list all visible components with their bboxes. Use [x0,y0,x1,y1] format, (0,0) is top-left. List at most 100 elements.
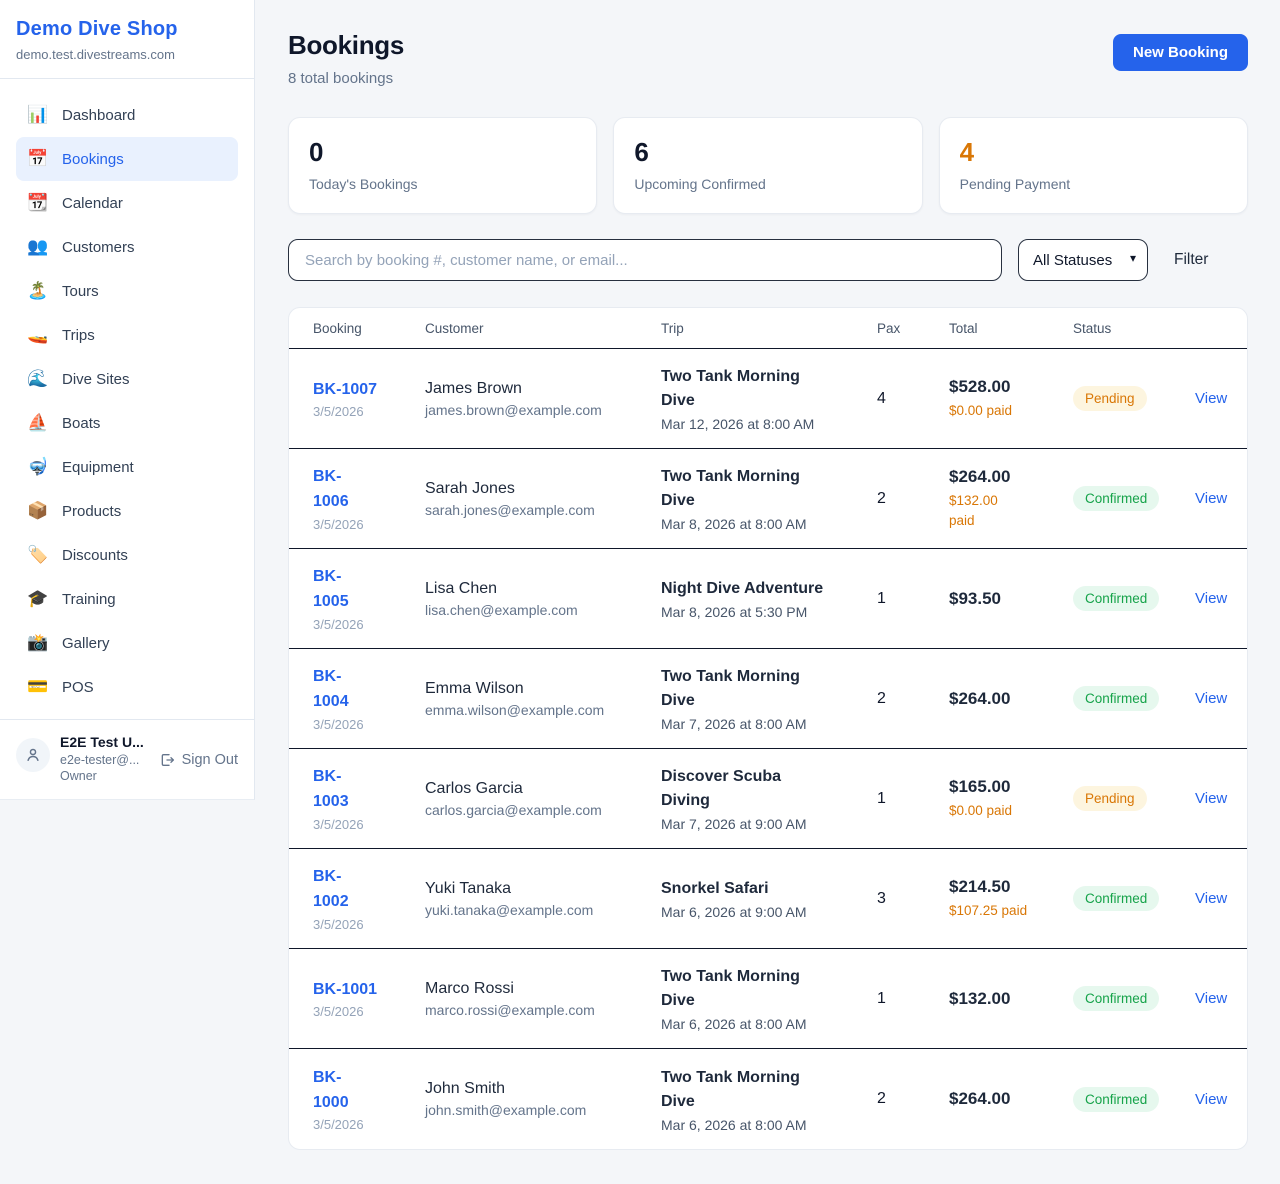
paid-amount: $107.25 paid [949,902,1028,918]
sidebar-item-boats[interactable]: ⛵ Boats [16,401,238,445]
total-cell: $132.00 [949,989,1073,1009]
page-header: Bookings 8 total bookings New Booking [288,30,1248,87]
booking-cell: BK- 1005 3/5/2026 [313,565,425,632]
sidebar-item-label: Dive Sites [62,370,130,388]
main-content: Bookings 8 total bookings New Booking 0 … [255,0,1280,1184]
sidebar-item-pos[interactable]: 💳 POS [16,665,238,709]
sidebar-item-label: Equipment [62,458,134,476]
trip-cell: Night Dive Adventure Mar 8, 2026 at 5:30… [661,577,877,620]
trip-name: Two Tank Morning Dive [661,968,800,1009]
sign-out-button[interactable]: Sign Out [159,752,238,768]
view-link[interactable]: View [1195,990,1228,1007]
sidebar-item-training[interactable]: 🎓 Training [16,577,238,621]
trip-name: Snorkel Safari [661,880,769,897]
col-header-customer: Customer [425,320,484,336]
table-row: BK- 1002 3/5/2026 Yuki Tanaka yuki.tanaka… [289,849,1247,949]
total-cell: $264.00 [949,689,1073,709]
view-link[interactable]: View [1195,790,1228,807]
user-email: e2e-tester@... [60,753,140,767]
total-amount: $264.00 [949,1089,1011,1108]
customer-name: Carlos Garcia [425,779,523,797]
search-input[interactable] [288,239,1002,281]
trip-datetime: Mar 7, 2026 at 8:00 AM [661,716,807,732]
view-link[interactable]: View [1195,390,1228,407]
sidebar-item-products[interactable]: 📦 Products [16,489,238,533]
booking-number-link[interactable]: BK-1001 [313,980,378,998]
user-meta: E2E Test U... e2e-tester@... Owner [60,734,149,783]
view-link[interactable]: View [1195,1090,1228,1108]
stat-card: 4 Pending Payment [938,117,1248,214]
customer-name: John Smith [425,1080,506,1097]
booking-number-link[interactable]: BK- 1006 [313,468,349,510]
view-link[interactable]: View [1195,490,1228,507]
booking-number-link[interactable]: BK-1007 [313,380,378,398]
customer-name: Yuki Tanaka [425,879,511,897]
filter-row: All Statuses ▾ Filter [288,239,1248,281]
status-badge: Pending [1073,386,1147,411]
booking-number-link[interactable]: BK- 1004 [313,668,349,710]
trip-datetime: Mar 12, 2026 at 8:00 AM [661,416,815,432]
booking-number-link[interactable]: BK- 1005 [313,568,349,610]
view-link[interactable]: View [1195,890,1228,907]
status-cell: Pending [1073,786,1195,811]
trip-name: Two Tank Morning Dive [661,668,800,709]
customer-cell: James Brown james.brown@example.com [425,380,661,418]
customer-cell: John Smith john.smith@example.com [425,1080,661,1118]
sidebar-item-label: Discounts [62,546,128,564]
sidebar-item-label: Calendar [62,194,123,212]
stat-label: Today's Bookings [309,176,418,192]
sidebar-item-dashboard[interactable]: 📊 Dashboard [16,93,238,137]
trip-datetime: Mar 7, 2026 at 9:00 AM [661,816,807,832]
total-amount: $93.50 [949,588,1001,608]
sidebar-item-bookings[interactable]: 📅 Bookings [16,137,238,181]
sidebar-item-discounts[interactable]: 🏷️ Discounts [16,533,238,577]
sidebar-item-label: Training [62,590,116,608]
booking-number-link[interactable]: BK- 1000 [313,1068,349,1111]
sidebar-item-label: Bookings [62,150,124,168]
trip-cell: Two Tank Morning Dive Mar 12, 2026 at 8:… [661,365,877,432]
sidebar-item-trips[interactable]: 🚤 Trips [16,313,238,357]
sidebar-item-dive-sites[interactable]: 🌊 Dive Sites [16,357,238,401]
brand-link[interactable]: Demo Dive Shop demo.test.divestreams.com [0,0,254,79]
trip-name: Two Tank Morning Dive [661,1068,800,1110]
sidebar-item-label: Tours [62,282,99,300]
status-cell: Confirmed [1073,1086,1195,1112]
sidebar-item-tours[interactable]: 🏝️ Tours [16,269,238,313]
view-link[interactable]: View [1195,590,1228,607]
new-booking-button[interactable]: New Booking [1112,34,1248,71]
status-cell: Confirmed [1073,586,1195,611]
status-select[interactable]: All Statuses [1018,239,1148,281]
booking-cell: BK- 1003 3/5/2026 [313,765,425,832]
trip-cell: Discover Scuba Diving Mar 7, 2026 at 9:0… [661,765,877,832]
customer-cell: Sarah Jones sarah.jones@example.com [425,480,661,518]
table-row: BK- 1000 3/5/2026 John Smith john.smith@e… [289,1049,1247,1149]
view-link[interactable]: View [1195,690,1228,707]
pax-value: 2 [877,1090,886,1107]
booking-cell: BK- 1002 3/5/2026 [313,865,425,932]
booking-date: 3/5/2026 [313,1117,364,1133]
booking-number-link[interactable]: BK- 1003 [313,768,349,810]
trip-name: Night Dive Adventure [661,580,824,597]
sidebar-item-customers[interactable]: 👥 Customers [16,225,238,269]
sidebar-item-label: Boats [62,414,101,432]
sidebar-item-calendar[interactable]: 📆 Calendar [16,181,238,225]
filter-button[interactable]: Filter [1164,251,1218,269]
table-row: BK-1001 3/5/2026 Marco Rossi marco.rossi… [289,949,1247,1049]
customer-cell: Emma Wilson emma.wilson@example.com [425,680,661,718]
total-cell: $264.00 $132.00 paid [949,467,1073,530]
sidebar-item-label: Trips [62,326,95,344]
customer-name: Emma Wilson [425,679,524,697]
pos-icon: 💳 [27,677,49,696]
total-amount: $264.00 [949,466,1011,486]
customer-email: marco.rossi@example.com [425,1001,595,1018]
pax-value: 2 [877,489,886,507]
user-role: Owner [60,769,97,783]
col-header-booking: Booking [313,320,362,336]
page-title-block: Bookings 8 total bookings [288,30,404,87]
total-amount: $214.50 [949,876,1011,896]
sidebar-item-gallery[interactable]: 📸 Gallery [16,621,238,665]
status-cell: Confirmed [1073,986,1195,1011]
sidebar-item-equipment[interactable]: 🤿 Equipment [16,445,238,489]
total-amount: $264.00 [949,688,1011,708]
booking-number-link[interactable]: BK- 1002 [313,868,349,910]
